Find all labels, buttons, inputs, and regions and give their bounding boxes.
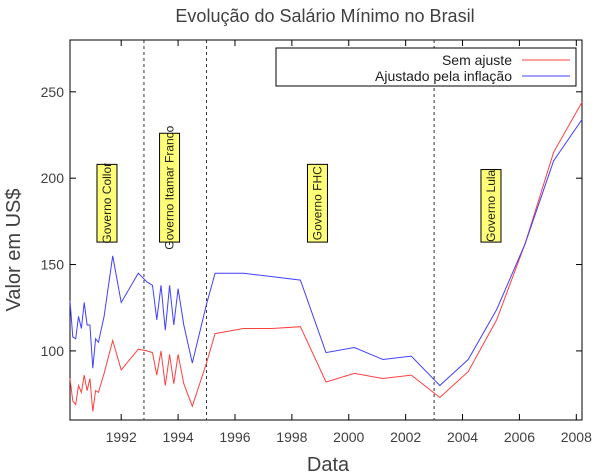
series-line-sem-ajuste [69, 101, 583, 412]
x-tick-label: 1992 [106, 429, 137, 445]
y-tick-label: 100 [41, 343, 65, 359]
x-tick-label: 1994 [163, 429, 194, 445]
plot-area: 1992 1994 1996 1998 2000 2002 2004 2006 2008 100 1… [41, 39, 592, 445]
x-tick-label: 2002 [390, 429, 421, 445]
government-label-text: Governo Collor [100, 163, 114, 244]
x-tick-label: 2006 [504, 429, 535, 445]
y-axis-title: Valor em US$ [3, 188, 25, 311]
legend-label: Sem ajuste [442, 52, 512, 68]
government-label-box [480, 169, 502, 243]
series-line-ajustado [69, 119, 583, 387]
y-tick-label: 150 [41, 257, 65, 273]
x-tick-label: 2000 [333, 429, 364, 445]
x-tick-label: 1996 [219, 429, 250, 445]
plot-frame [69, 39, 583, 421]
government-label-box [306, 163, 328, 243]
chart-title: Evolução do Salário Mínimo no Brasil [175, 6, 474, 26]
legend-label: Ajustado pela inflação [375, 68, 512, 84]
government-label-text: Governo Itamar Franco [163, 125, 177, 249]
x-tick-label: 1998 [276, 429, 307, 445]
government-label-text: Governo Lula [484, 169, 498, 241]
y-tick-label: 200 [41, 170, 65, 186]
legend-box [275, 47, 577, 87]
government-label-box [96, 163, 118, 243]
x-tick-label: 2008 [561, 429, 592, 445]
government-label-text: Governo FHC [310, 166, 324, 240]
y-tick-label: 250 [41, 84, 65, 100]
x-axis-title: Data [307, 454, 350, 476]
x-tick-label: 2004 [447, 429, 478, 445]
government-label-box [159, 132, 181, 243]
